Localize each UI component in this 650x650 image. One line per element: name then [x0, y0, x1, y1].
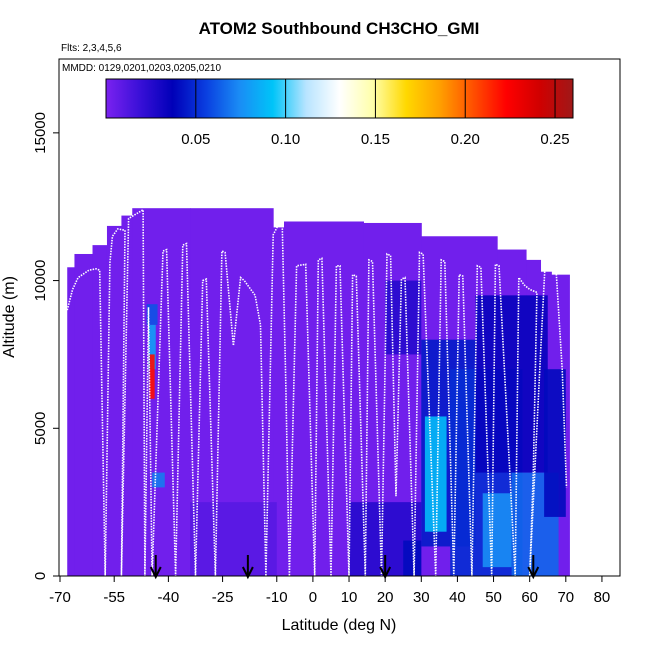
x-tick-label: -55: [103, 589, 125, 606]
chart-title: ATOM2 Southbound CH3CHO_GMI: [199, 19, 480, 38]
x-tick-label: 40: [449, 589, 466, 606]
heatmap-cell: [385, 280, 422, 355]
y-axis: 0 5000 10000 15000: [32, 112, 59, 580]
heatmap-column: [121, 215, 133, 576]
x-tick-label: 80: [594, 589, 611, 606]
marker-arrow-icon: [527, 555, 540, 580]
x-tick-label: 20: [377, 589, 394, 606]
x-axis-label: Latitude (deg N): [282, 617, 397, 634]
dates-label: MMDD: 0129,0201,0203,0205,0210: [62, 63, 221, 74]
heatmap-cell: [482, 493, 512, 568]
colorbar-tick-label: 0.05: [181, 131, 210, 148]
heatmap-cell: [148, 324, 156, 370]
x-tick-label: -25: [212, 589, 234, 606]
x-axis: -70 -55 -40 -25 -10 0 10 20 30 40 50 60 70 80: [49, 576, 610, 606]
colorbar-tick-label: 0.25: [540, 131, 569, 148]
flight-track: [66, 208, 568, 576]
colorbar-tick-label: 0.20: [451, 131, 480, 148]
heatmap-column: [74, 253, 94, 576]
heatmap-cell: [424, 416, 447, 532]
heatmap-column: [273, 227, 285, 576]
x-tick-label: -10: [266, 589, 288, 606]
marker-arrow-icon: [149, 555, 162, 580]
y-tick-label: 10000: [32, 260, 49, 302]
flights-label: Flts: 2,3,4,5,6: [61, 43, 122, 54]
heatmap-cell: [190, 502, 277, 576]
y-tick-label: 15000: [32, 112, 49, 154]
colorbar-tick-label: 0.15: [361, 131, 390, 148]
x-tick-label: 50: [485, 589, 502, 606]
heatmap-cell: [403, 540, 422, 576]
colorbar: 0.05 0.10 0.15 0.20 0.25: [105, 78, 574, 148]
x-tick-label: 30: [413, 589, 430, 606]
heatmap-cell: [544, 369, 566, 517]
x-tick-label: 60: [521, 589, 538, 606]
colorbar-tick-label: 0.10: [271, 131, 300, 148]
heatmap-cell: [146, 304, 158, 325]
heatmap-column: [106, 225, 122, 576]
x-tick-label: -70: [49, 589, 71, 606]
heatmap-cell: [152, 472, 165, 488]
heatmap-column: [132, 208, 191, 576]
heatmap-column: [67, 267, 75, 576]
y-tick-label: 5000: [32, 412, 49, 445]
colorbar-gradient: [105, 78, 574, 119]
heatmap-cell: [149, 354, 155, 399]
x-tick-label: 70: [557, 589, 574, 606]
x-tick-label: 0: [309, 589, 317, 606]
plot-frame: [58, 58, 621, 577]
x-tick-label: -40: [158, 589, 180, 606]
x-tick-label: 10: [341, 589, 358, 606]
marker-arrow-icon: [241, 555, 254, 580]
flight-track-line: [66, 208, 568, 576]
latitude-markers: [149, 555, 540, 580]
y-axis-label: Altitude (m): [1, 276, 18, 358]
y-tick-label: 0: [32, 572, 49, 580]
